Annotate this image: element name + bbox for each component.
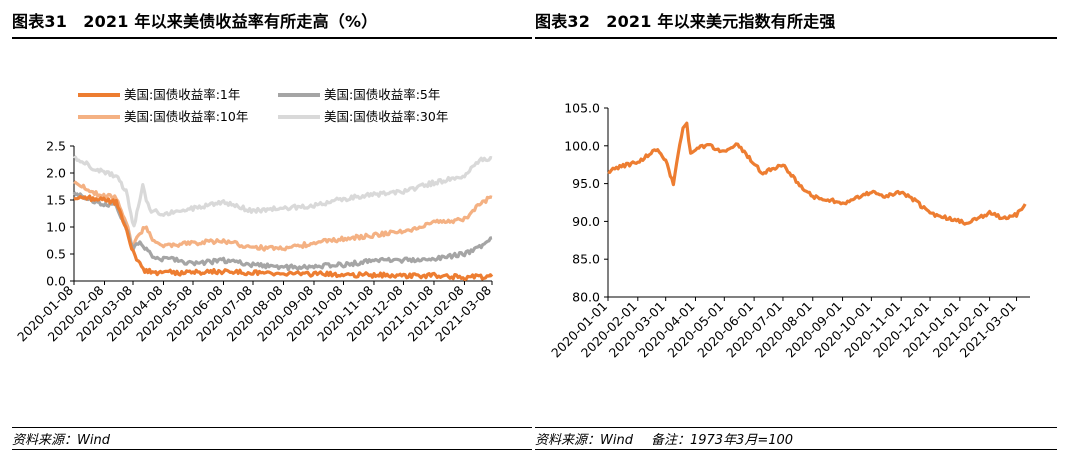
legend-item-30y: 美国:国债收益率:30年: [278, 109, 448, 125]
legend-item-1y: 美国:国债收益率:1年: [78, 87, 240, 103]
right-chart-title: 图表32 2021 年以来美元指数有所走强: [535, 12, 836, 31]
right-footer-divider: [535, 427, 1057, 428]
legend-label-30y: 美国:国债收益率:30年: [324, 109, 449, 124]
y-tick-label: 90.0: [572, 214, 600, 229]
right-note-text: 备注：1973年3月=100: [650, 433, 794, 448]
y-tick-label: 105.0: [564, 101, 600, 116]
y-tick-label: 2.5: [46, 139, 66, 154]
y-tick-label: 0.0: [46, 274, 66, 289]
left-bottom-divider: [12, 449, 532, 450]
legend-swatch-30y: [278, 114, 320, 119]
y-tick-label: 1.0: [46, 220, 66, 235]
right-source: 资料来源：Wind 备注：1973年3月=100: [535, 429, 793, 448]
y-tick-label: 2.0: [46, 166, 66, 181]
left-line-chart: 0.00.51.01.52.02.52020-01-082020-02-0820…: [14, 139, 494, 345]
series-line-2: [72, 191, 493, 272]
y-tick-label: 1.5: [46, 193, 66, 208]
y-tick-label: 85.0: [572, 252, 600, 267]
right-line-chart: 80.085.090.095.0100.0105.02020-01-012020…: [548, 101, 1030, 360]
left-title-divider: [12, 37, 532, 39]
legend-label-5y: 美国:国债收益率:5年: [324, 87, 441, 102]
series-line-3: [73, 180, 493, 252]
left-legend: 美国:国债收益率:1年 美国:国债收益率:5年 美国:国债收益率:10年 美国:…: [78, 87, 498, 127]
legend-swatch-10y: [78, 114, 120, 119]
left-chart-title: 图表31 2021 年以来美债收益率有所走高（%）: [12, 12, 378, 31]
legend-label-10y: 美国:国债收益率:10年: [124, 109, 249, 124]
series-line-1: [607, 121, 1027, 226]
y-tick-label: 80.0: [572, 290, 600, 305]
legend-item-10y: 美国:国债收益率:10年: [78, 109, 248, 125]
series-line-4: [73, 154, 493, 228]
left-source: 资料来源：Wind: [12, 429, 110, 448]
series-line-1: [73, 194, 494, 281]
right-source-text: 资料来源：Wind: [535, 433, 633, 448]
y-tick-label: 0.5: [46, 247, 66, 262]
y-tick-label: 100.0: [564, 138, 600, 153]
right-title-divider: [535, 37, 1057, 39]
legend-label-1y: 美国:国债收益率:1年: [124, 87, 241, 102]
y-tick-label: 95.0: [572, 176, 600, 191]
left-footer-divider: [12, 427, 532, 428]
legend-swatch-5y: [278, 92, 320, 97]
right-bottom-divider: [535, 449, 1057, 450]
left-chart-panel: 图表31 2021 年以来美债收益率有所走高（%） 美国:国债收益率:1年 美国…: [12, 0, 532, 456]
right-chart-panel: 图表32 2021 年以来美元指数有所走强 80.0 85.0 90.0 95.0 10…: [535, 0, 1057, 456]
legend-item-5y: 美国:国债收益率:5年: [278, 87, 440, 103]
legend-swatch-1y: [78, 92, 120, 97]
left-source-text: 资料来源：Wind: [12, 433, 110, 448]
